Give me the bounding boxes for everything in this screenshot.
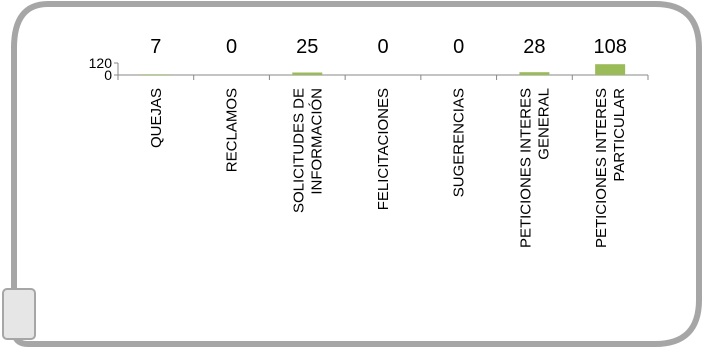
bar xyxy=(140,74,171,75)
data-label: 28 xyxy=(523,36,545,58)
data-label: 0 xyxy=(377,36,388,58)
corner-box xyxy=(2,288,36,340)
data-label: 7 xyxy=(150,36,161,58)
data-label: 108 xyxy=(593,36,626,58)
category-label: INFORMACIÓN xyxy=(308,88,325,195)
category-label: PARTICULAR xyxy=(611,88,628,182)
y-tick-label: 120 xyxy=(89,55,113,71)
category-label: FELICITACIONES xyxy=(375,88,392,210)
category-label: RECLAMOS xyxy=(224,88,241,172)
category-label: PETICIONES INTERES xyxy=(593,88,610,248)
data-label: 25 xyxy=(296,36,318,58)
category-label: SOLICITUDES DE xyxy=(290,88,307,213)
category-label: SUGERENCIAS xyxy=(451,88,468,197)
chart-border xyxy=(11,1,702,347)
y-tick-label: 0 xyxy=(104,67,112,83)
category-label: GENERAL xyxy=(535,88,552,160)
bar xyxy=(595,64,626,75)
category-label: PETICIONES INTERES xyxy=(517,88,534,248)
bar xyxy=(519,72,550,75)
category-label: QUEJAS xyxy=(148,88,165,148)
data-label: 0 xyxy=(226,36,237,58)
data-label: 0 xyxy=(453,36,464,58)
bar xyxy=(292,72,323,75)
